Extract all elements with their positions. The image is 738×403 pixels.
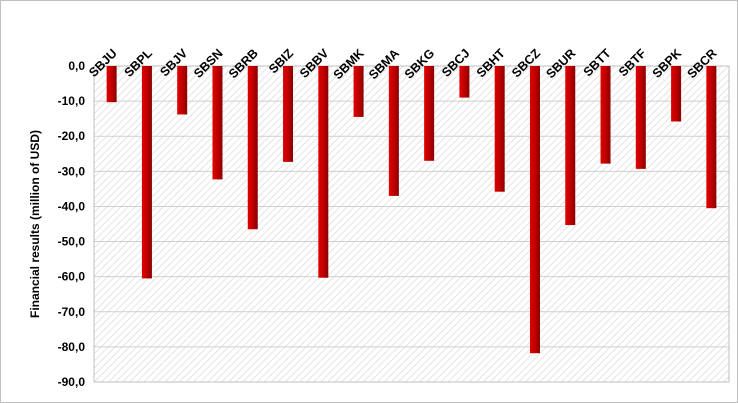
bar-sbcz: [529, 66, 540, 354]
bar-sbtf: [635, 66, 646, 169]
bar-sbht: [494, 66, 505, 192]
bar-sbtt: [600, 66, 611, 164]
bar-sbsn: [212, 66, 223, 180]
bar-sbkg: [424, 66, 435, 161]
bar-sbcr: [706, 66, 717, 209]
y-tick-label: -40,0: [58, 199, 86, 213]
bars: [106, 66, 717, 354]
y-axis-tick-labels: 0,0 -10,0 -20,0 -30,0 -40,0 -50,0 -60,0 -70,0 -8…: [58, 59, 86, 389]
bar-sbmk: [353, 66, 364, 117]
y-tick-label: -50,0: [58, 235, 86, 249]
plot-area: [94, 66, 729, 382]
gridlines: [93, 65, 730, 383]
y-tick-label: -30,0: [58, 164, 86, 178]
bar-sbma: [388, 66, 399, 196]
y-tick-label: -60,0: [58, 270, 86, 284]
y-tick-label: -10,0: [58, 94, 86, 108]
y-tick-label: -20,0: [58, 129, 86, 143]
plot-frame: [93, 65, 730, 383]
bar-sbur: [565, 66, 576, 226]
y-tick-label: -80,0: [58, 340, 86, 354]
bar-sbpk: [671, 66, 682, 122]
bar-sbju: [106, 66, 117, 103]
bar-sbiz: [283, 66, 294, 162]
bar-sbrb: [247, 66, 258, 230]
y-tick-label: -70,0: [58, 305, 86, 319]
bar-sbjv: [177, 66, 188, 115]
bar-sbpl: [141, 66, 152, 279]
y-tick-label: 0,0: [68, 59, 85, 73]
bar-sbcj: [459, 66, 470, 98]
y-tick-label: -90,0: [58, 375, 86, 389]
y-axis-label: Financial results (million of USD): [28, 130, 42, 318]
bar-sbbv: [318, 66, 329, 278]
